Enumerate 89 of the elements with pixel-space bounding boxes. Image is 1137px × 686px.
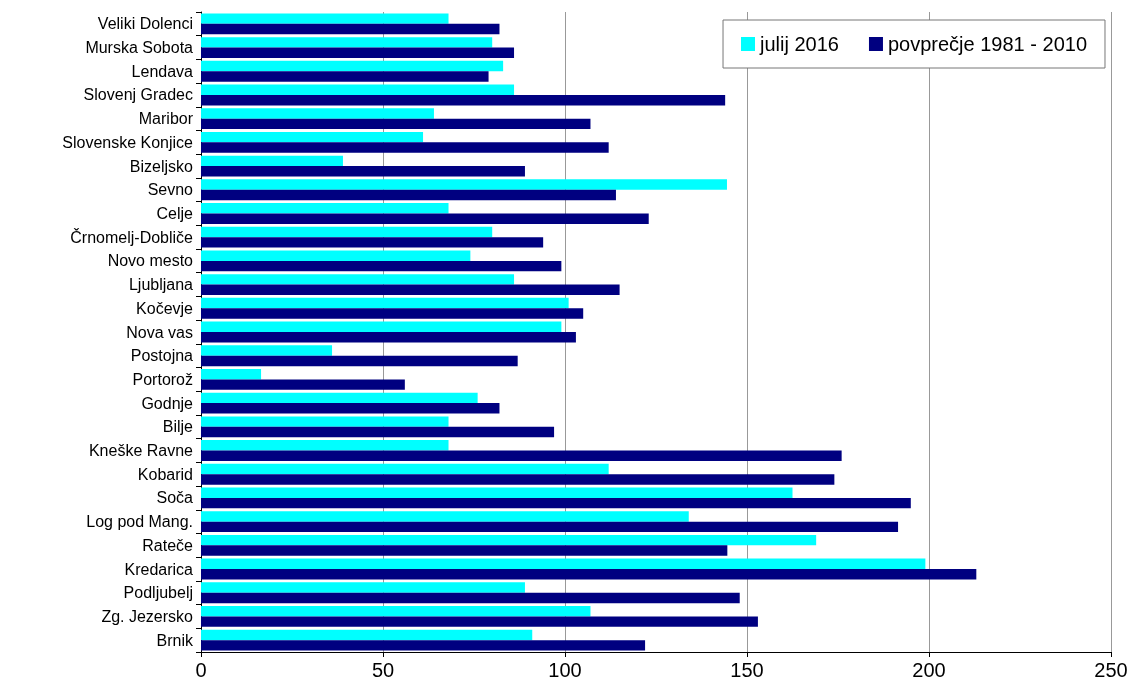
bar <box>201 131 424 143</box>
bar <box>201 237 544 248</box>
bar <box>201 23 500 35</box>
x-tick-label: 150 <box>730 659 764 681</box>
bar <box>201 640 646 651</box>
y-tick-label: Ljubljana <box>128 276 194 294</box>
bar <box>201 47 515 58</box>
y-tick-label: Lendava <box>131 62 194 80</box>
bar <box>201 474 835 485</box>
bar <box>201 368 262 380</box>
y-tick-label: Novo mesto <box>107 252 194 270</box>
bar <box>201 226 493 238</box>
bar <box>201 616 758 627</box>
y-tick-label: Celje <box>156 204 194 222</box>
y-tick-label: Kočevje <box>136 299 194 317</box>
bar <box>201 569 977 580</box>
legend-label: povprečje 1981 - 2010 <box>887 33 1088 55</box>
bar <box>201 108 434 119</box>
bar <box>201 558 926 570</box>
bar <box>201 545 728 556</box>
y-tick-label: Slovenj Gradec <box>83 86 193 104</box>
bar <box>201 308 584 319</box>
y-tick-label: Sevno <box>147 181 194 199</box>
bar <box>201 355 518 367</box>
bar <box>201 592 740 604</box>
y-tick-label: Portorož <box>132 370 193 388</box>
bar <box>201 379 405 390</box>
bar <box>201 274 515 285</box>
bar <box>201 487 793 498</box>
bar <box>201 332 576 343</box>
bar <box>201 94 726 106</box>
y-tick-label: Bilje <box>162 418 194 436</box>
bar <box>201 426 555 438</box>
y-tick-label: Rateče <box>142 536 194 554</box>
bar <box>201 284 620 296</box>
legend-label: julij 2016 <box>759 33 839 55</box>
bar <box>201 142 609 153</box>
bar <box>201 13 449 24</box>
bar <box>201 297 569 309</box>
bar <box>201 321 562 332</box>
y-tick-label: Veliki Dolenci <box>97 15 193 33</box>
bar <box>201 250 471 261</box>
bar <box>201 189 616 201</box>
y-tick-label: Murska Sobota <box>85 39 194 57</box>
y-tick-label: Kobarid <box>137 465 193 483</box>
y-tick-label: Maribor <box>138 110 194 128</box>
x-tick-label: 250 <box>1094 659 1128 681</box>
bar <box>201 521 899 533</box>
y-tick-label: Slovenske Konjice <box>62 133 194 151</box>
bar <box>201 84 515 95</box>
bar <box>201 403 500 414</box>
y-tick-label: Kredarica <box>124 560 194 578</box>
bar <box>201 179 727 190</box>
y-tick-label: Podljubelj <box>123 584 193 602</box>
x-tick-label: 0 <box>195 659 207 681</box>
bar <box>201 155 343 167</box>
bar <box>201 582 525 593</box>
bar <box>201 37 493 48</box>
x-tick-label: 50 <box>371 659 395 681</box>
bar <box>201 450 842 461</box>
bar <box>201 497 911 509</box>
bar <box>201 71 489 82</box>
bar <box>201 606 591 617</box>
x-tick-label: 200 <box>912 659 946 681</box>
y-tick-label: Bizeljsko <box>129 157 194 175</box>
y-tick-label: Brnik <box>156 631 194 649</box>
y-tick-label: Soča <box>156 489 194 507</box>
bar <box>201 166 525 177</box>
bar <box>201 440 449 451</box>
bar <box>201 629 533 641</box>
bar <box>201 213 649 224</box>
bar <box>201 416 449 427</box>
y-tick-label: Nova vas <box>126 323 193 341</box>
y-tick-label: Črnomelj-Dobliče <box>70 227 194 246</box>
bar <box>201 118 591 130</box>
y-tick-label: Godnje <box>141 394 194 412</box>
bar <box>201 203 449 214</box>
bar <box>201 463 609 475</box>
bar <box>201 511 689 522</box>
y-tick-label: Log pod Mang. <box>86 513 193 531</box>
x-tick-label: 100 <box>548 659 582 681</box>
bar <box>201 260 562 272</box>
bar <box>201 345 333 356</box>
y-tick-label: Zg. Jezersko <box>101 607 194 625</box>
y-tick-label: Kneške Ravne <box>88 442 194 460</box>
bar <box>201 60 504 72</box>
bar <box>201 534 817 546</box>
bar <box>201 392 478 404</box>
y-tick-label: Postojna <box>130 347 194 365</box>
